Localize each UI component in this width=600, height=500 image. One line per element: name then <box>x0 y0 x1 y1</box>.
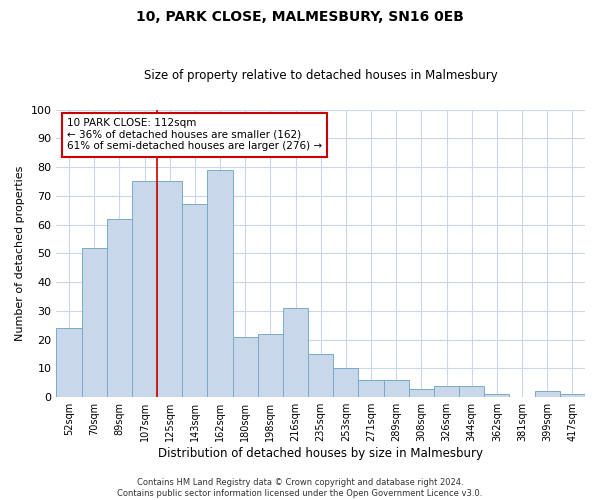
Bar <box>333 368 358 397</box>
Bar <box>258 334 283 397</box>
Bar <box>358 380 383 397</box>
Bar <box>107 219 132 397</box>
Bar <box>157 182 182 397</box>
Bar <box>383 380 409 397</box>
Bar <box>535 392 560 397</box>
Text: 10 PARK CLOSE: 112sqm
← 36% of detached houses are smaller (162)
61% of semi-det: 10 PARK CLOSE: 112sqm ← 36% of detached … <box>67 118 322 152</box>
Bar <box>434 386 459 397</box>
Bar <box>56 328 82 397</box>
Title: Size of property relative to detached houses in Malmesbury: Size of property relative to detached ho… <box>144 69 497 82</box>
Bar <box>560 394 585 397</box>
X-axis label: Distribution of detached houses by size in Malmesbury: Distribution of detached houses by size … <box>158 447 483 460</box>
Bar <box>182 204 208 397</box>
Bar <box>283 308 308 397</box>
Bar <box>208 170 233 397</box>
Text: Contains HM Land Registry data © Crown copyright and database right 2024.
Contai: Contains HM Land Registry data © Crown c… <box>118 478 482 498</box>
Y-axis label: Number of detached properties: Number of detached properties <box>15 166 25 341</box>
Bar <box>484 394 509 397</box>
Bar <box>308 354 333 397</box>
Bar <box>82 248 107 397</box>
Bar <box>233 337 258 397</box>
Bar <box>459 386 484 397</box>
Bar <box>409 388 434 397</box>
Text: 10, PARK CLOSE, MALMESBURY, SN16 0EB: 10, PARK CLOSE, MALMESBURY, SN16 0EB <box>136 10 464 24</box>
Bar <box>132 182 157 397</box>
